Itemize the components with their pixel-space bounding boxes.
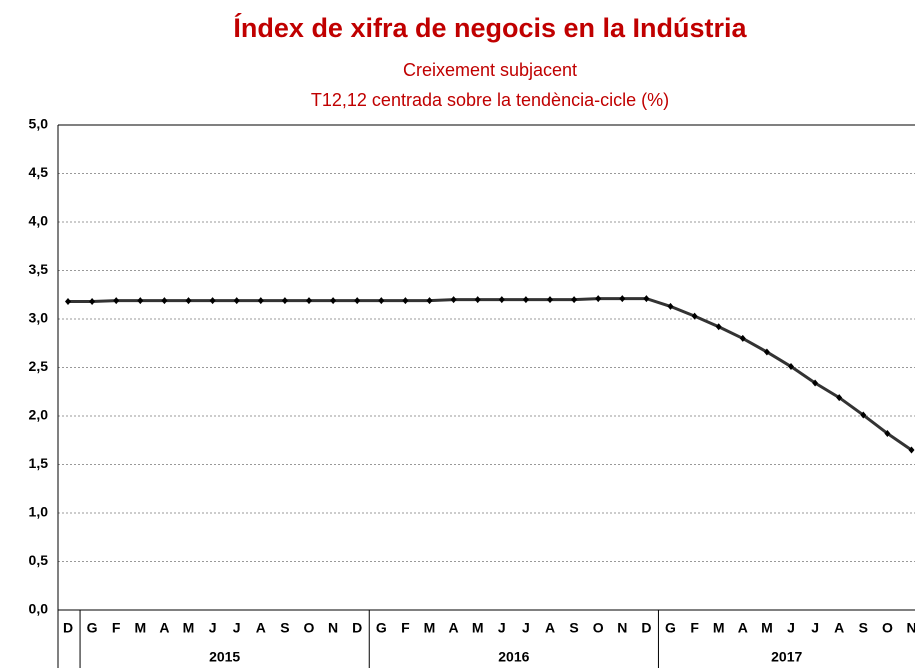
marker bbox=[65, 298, 71, 306]
marker bbox=[884, 429, 891, 437]
x-tick-label: J bbox=[811, 620, 819, 636]
marker bbox=[257, 297, 264, 305]
y-tick-label: 4,5 bbox=[29, 164, 49, 180]
x-tick-label: F bbox=[112, 620, 121, 636]
marker bbox=[836, 394, 843, 402]
x-tick-label: G bbox=[376, 620, 387, 636]
chart-subtitle: Creixement subjacent bbox=[403, 60, 577, 80]
x-tick-label: M bbox=[472, 620, 484, 636]
marker bbox=[498, 296, 505, 304]
marker bbox=[450, 296, 457, 304]
x-tick-label: J bbox=[209, 620, 217, 636]
marker bbox=[739, 334, 746, 342]
x-group-label: 2015 bbox=[209, 649, 240, 665]
x-tick-label: M bbox=[183, 620, 195, 636]
y-tick-label: 5,0 bbox=[29, 116, 49, 132]
marker bbox=[426, 297, 433, 305]
marker bbox=[137, 297, 144, 305]
marker bbox=[522, 296, 529, 304]
x-tick-label: J bbox=[522, 620, 530, 636]
y-tick-label: 1,0 bbox=[29, 504, 49, 520]
chart-title: Índex de xifra de negocis en la Indústri… bbox=[233, 12, 747, 43]
x-tick-label: M bbox=[761, 620, 773, 636]
y-tick-label: 1,5 bbox=[29, 455, 49, 471]
x-group-label: 2016 bbox=[498, 649, 529, 665]
marker bbox=[788, 363, 794, 371]
x-tick-label: D bbox=[352, 620, 362, 636]
marker bbox=[812, 379, 819, 387]
x-tick-label: O bbox=[304, 620, 315, 636]
x-group-label: 2017 bbox=[771, 649, 802, 665]
x-tick-label: A bbox=[159, 620, 169, 636]
chart-subtitle: T12,12 centrada sobre la tendència-cicle… bbox=[311, 90, 669, 110]
marker bbox=[185, 297, 192, 305]
x-tick-label: J bbox=[498, 620, 506, 636]
marker bbox=[547, 296, 553, 304]
marker bbox=[161, 297, 168, 305]
x-tick-label: A bbox=[834, 620, 844, 636]
x-tick-label: N bbox=[328, 620, 338, 636]
marker bbox=[595, 295, 602, 303]
x-tick-label: N bbox=[617, 620, 627, 636]
x-tick-label: G bbox=[665, 620, 676, 636]
marker bbox=[281, 297, 288, 305]
y-tick-label: 3,0 bbox=[29, 310, 49, 326]
x-tick-label: S bbox=[280, 620, 289, 636]
y-tick-label: 0,0 bbox=[29, 601, 49, 617]
marker bbox=[474, 296, 481, 304]
marker bbox=[209, 297, 216, 305]
x-tick-label: M bbox=[424, 620, 436, 636]
marker bbox=[908, 446, 915, 454]
x-tick-label: O bbox=[882, 620, 893, 636]
marker bbox=[89, 298, 96, 306]
x-tick-label: F bbox=[401, 620, 410, 636]
marker bbox=[715, 323, 722, 331]
x-tick-label: M bbox=[134, 620, 146, 636]
marker bbox=[860, 411, 867, 419]
marker bbox=[330, 297, 337, 305]
marker bbox=[667, 302, 674, 310]
y-tick-label: 4,0 bbox=[29, 213, 49, 229]
marker bbox=[306, 297, 312, 305]
marker bbox=[378, 297, 385, 305]
line bbox=[68, 297, 913, 452]
x-tick-label: M bbox=[713, 620, 725, 636]
marker bbox=[233, 297, 240, 305]
marker bbox=[619, 295, 626, 303]
x-tick-label: O bbox=[593, 620, 604, 636]
marker bbox=[643, 295, 650, 303]
x-tick-label: A bbox=[449, 620, 459, 636]
x-tick-label: J bbox=[233, 620, 241, 636]
marker bbox=[571, 296, 578, 304]
y-tick-label: 3,5 bbox=[29, 261, 49, 277]
x-tick-label: D bbox=[63, 620, 73, 636]
marker bbox=[402, 297, 409, 305]
marker bbox=[763, 348, 770, 356]
x-tick-label: A bbox=[256, 620, 266, 636]
x-tick-label: J bbox=[787, 620, 795, 636]
marker bbox=[113, 297, 120, 305]
x-tick-label: F bbox=[690, 620, 699, 636]
x-tick-label: S bbox=[859, 620, 868, 636]
y-tick-label: 0,5 bbox=[29, 552, 49, 568]
marker bbox=[691, 312, 698, 320]
x-tick-label: S bbox=[569, 620, 578, 636]
x-tick-label: D bbox=[641, 620, 651, 636]
marker bbox=[354, 297, 361, 305]
y-tick-label: 2,0 bbox=[29, 407, 49, 423]
y-tick-label: 2,5 bbox=[29, 358, 49, 374]
x-tick-label: N bbox=[906, 620, 915, 636]
x-tick-label: A bbox=[545, 620, 555, 636]
x-tick-label: A bbox=[738, 620, 748, 636]
x-tick-label: G bbox=[87, 620, 98, 636]
